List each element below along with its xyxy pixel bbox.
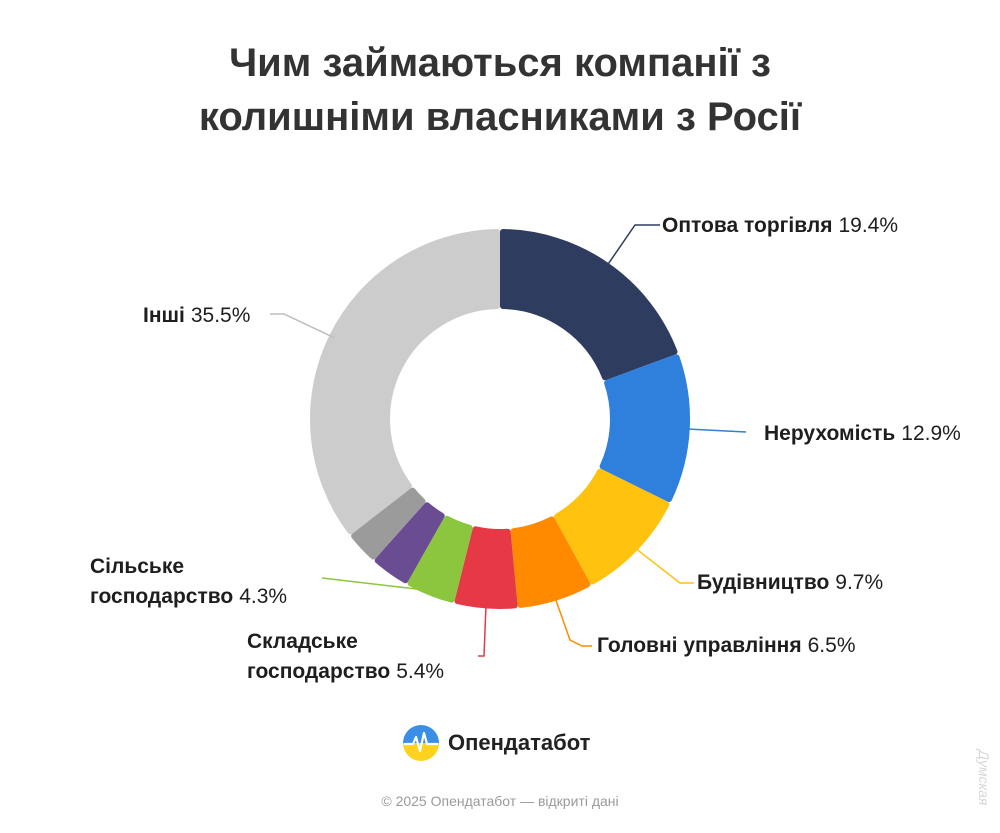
chart-title: Чим займаються компанії з колишніми влас… <box>0 36 1000 144</box>
label-other-value: 35.5% <box>191 304 251 327</box>
leader-line-other <box>270 313 335 339</box>
slice-realestate <box>599 354 690 503</box>
slice-other <box>310 229 500 535</box>
chart-title-line-1: Чим займаються компанії з <box>229 41 771 85</box>
watermark: Думская <box>976 750 992 806</box>
label-construction-name: Будівництво <box>697 571 829 594</box>
brand: Опендатабот <box>402 723 590 763</box>
copyright-text: © 2025 Опендатабот — відкриті дані <box>381 793 619 809</box>
slice-construction <box>554 468 670 585</box>
label-agriculture-value: 4.3% <box>239 585 287 608</box>
slice-headoffices <box>510 516 591 608</box>
opendatabot-logo-icon <box>403 725 439 761</box>
label-other: Інші 35.5% <box>143 304 250 327</box>
brand-name: Опендатабот <box>448 730 591 755</box>
label-agriculture-line-2: господарство 4.3% <box>90 585 287 608</box>
leader-line-warehousing <box>478 603 487 657</box>
slice-agriculture <box>407 515 473 603</box>
label-headoffices: Головні управління 6.5% <box>597 634 856 657</box>
label-realestate-name: Нерухомість <box>764 422 895 445</box>
slice-unlabeled-1 <box>374 502 445 584</box>
label-warehousing-value: 5.4% <box>396 660 444 683</box>
label-headoffices-name: Головні управління <box>597 634 802 657</box>
label-warehousing-name-2: господарство <box>247 660 390 683</box>
label-wholesale-name: Оптова торгівля <box>662 214 832 237</box>
leader-line-headoffices <box>553 595 592 647</box>
leader-line-realestate <box>684 428 747 433</box>
leader-lines <box>270 224 747 657</box>
label-construction: Будівництво 9.7% <box>697 571 883 594</box>
label-agriculture-name-1: Сільське <box>90 555 184 578</box>
label-agriculture-name-2: господарство <box>90 585 233 608</box>
chart-title-line-2: колишніми власниками з Росії <box>198 95 802 139</box>
leader-line-wholesale <box>605 224 660 268</box>
label-warehousing-line-2: господарство 5.4% <box>247 660 444 683</box>
slice-warehousing <box>454 526 518 609</box>
label-realestate: Нерухомість 12.9% <box>764 422 961 445</box>
label-other-name: Інші <box>143 304 185 327</box>
label-warehousing-name-1: Складське <box>247 630 358 653</box>
slice-wholesale <box>500 229 678 381</box>
label-wholesale-value: 19.4% <box>838 214 898 237</box>
leader-line-agriculture <box>321 577 432 592</box>
label-realestate-value: 12.9% <box>901 422 961 445</box>
label-headoffices-value: 6.5% <box>808 634 856 657</box>
donut-slices <box>310 229 690 609</box>
slice-unlabeled-2 <box>351 487 426 560</box>
leader-line-construction <box>633 546 694 584</box>
label-agriculture-line-1: Сільське <box>90 555 184 578</box>
label-wholesale: Оптова торгівля 19.4% <box>662 214 898 237</box>
label-construction-value: 9.7% <box>835 571 883 594</box>
label-warehousing-line-1: Складське <box>247 630 358 653</box>
